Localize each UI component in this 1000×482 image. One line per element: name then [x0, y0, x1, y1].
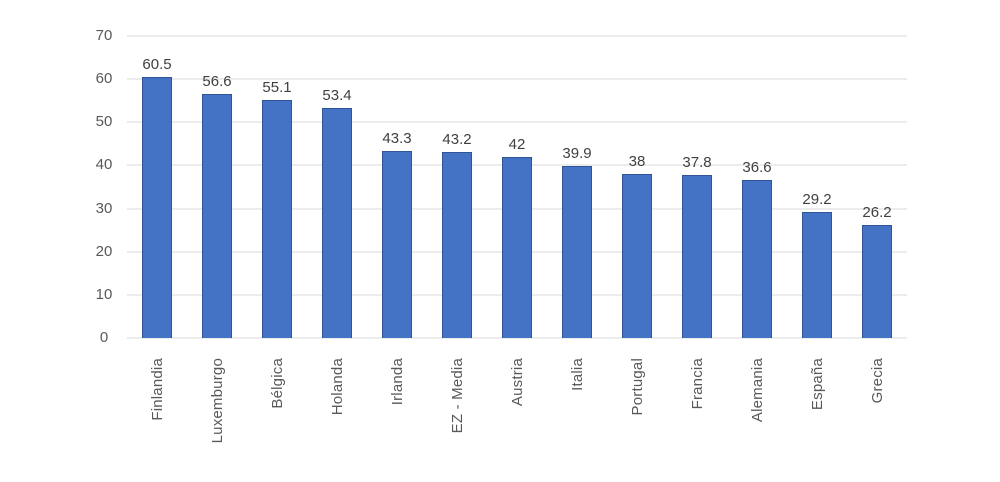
bar-column: 37.8 — [667, 36, 727, 338]
bar-value-label: 39.9 — [562, 144, 592, 162]
bar — [442, 151, 472, 338]
bar-column: 42 — [487, 36, 547, 338]
bar-column: 38 — [607, 36, 667, 338]
bar-column: 60.5 — [127, 36, 187, 338]
y-tick-label: 50 — [95, 113, 113, 131]
x-axis-cell: Alemania — [727, 358, 787, 422]
bar-column: 55.1 — [247, 36, 307, 338]
gridline — [127, 121, 907, 123]
x-axis-label: Alemania — [748, 358, 766, 423]
bar-value-label: 43.2 — [442, 130, 472, 148]
x-axis-label: España — [808, 358, 826, 411]
x-axis-cell: Irlanda — [367, 358, 427, 405]
bar-value-label: 56.6 — [202, 72, 232, 90]
x-axis-cell: Francia — [667, 358, 727, 409]
bar-value-label: 60.5 — [142, 56, 172, 73]
x-axis-cell: EZ - Media — [427, 358, 487, 433]
y-tick-label: 10 — [95, 285, 113, 303]
x-axis-cell: Grecia — [847, 358, 907, 403]
bar-column: 53.4 — [307, 36, 367, 338]
bar — [862, 224, 892, 338]
x-axis-label: Portugal — [628, 358, 646, 416]
y-tick-label: 0 — [99, 329, 109, 346]
x-axis-cell: Austria — [487, 358, 547, 406]
gridline — [127, 35, 907, 37]
bar-value-label: 29.2 — [802, 191, 832, 209]
bar-column: 26.2 — [847, 36, 907, 338]
bar-value-label: 42 — [508, 135, 526, 153]
x-axis-label: Bélgica — [268, 358, 286, 409]
x-axis-label: Irlanda — [388, 358, 406, 406]
bar — [502, 156, 532, 338]
bar-column: 43.3 — [367, 36, 427, 338]
bar — [682, 174, 712, 338]
bar-value-label: 43.3 — [382, 130, 412, 148]
y-tick-label: 20 — [95, 242, 113, 260]
x-axis-label: Holanda — [328, 358, 346, 416]
y-tick-label: 40 — [95, 156, 113, 174]
bar-value-label: 26.2 — [862, 203, 892, 221]
bars-row: 60.5 56.6 55.1 53.4 43.3 43.2 42 39.9 38 37.8 36.6… — [127, 36, 907, 338]
x-axis-cell: Finlandia — [127, 358, 187, 421]
bar-value-label: 38 — [628, 153, 646, 171]
bar-column: 36.6 — [727, 36, 787, 338]
bar-column: 43.2 — [427, 36, 487, 338]
bar — [622, 174, 652, 338]
x-axis-cell: Italia — [547, 358, 607, 391]
bar-value-label: 36.6 — [742, 159, 772, 177]
x-axis-label: Italia — [568, 358, 586, 391]
bar — [802, 212, 832, 338]
x-axis-label: Austria — [508, 358, 526, 407]
x-axis-label: Finlandia — [148, 358, 166, 421]
bar — [382, 151, 412, 338]
bar-value-label: 55.1 — [262, 79, 292, 97]
gridline — [127, 337, 907, 339]
gridline — [127, 78, 907, 80]
bar-column: 56.6 — [187, 36, 247, 338]
bar — [562, 165, 592, 338]
bar — [202, 93, 232, 338]
plot-area: 60.5 56.6 55.1 53.4 43.3 43.2 42 39.9 38 37.8 36.6… — [127, 35, 907, 339]
x-axis-label: EZ - Media — [448, 358, 466, 434]
y-tick-label: 70 — [95, 27, 113, 44]
x-axis-cell: Portugal — [607, 358, 667, 415]
x-axis-cell: Luxemburgo — [187, 358, 247, 443]
x-axis: Finlandia Luxemburgo Bélgica Holanda Irlanda… — [127, 358, 907, 443]
bar-column: 29.2 — [787, 36, 847, 338]
y-axis: 0 10 20 30 40 50 60 70 — [0, 27, 127, 346]
x-axis-label: Francia — [688, 358, 706, 410]
x-axis-label: Grecia — [868, 358, 886, 404]
x-axis-cell: España — [787, 358, 847, 410]
y-tick-label: 30 — [95, 199, 113, 217]
x-axis-label: Luxemburgo — [208, 358, 226, 444]
bar-value-label: 53.4 — [322, 86, 352, 104]
bar-value-label: 37.8 — [682, 153, 712, 171]
bar — [742, 180, 772, 338]
bar-column: 39.9 — [547, 36, 607, 338]
x-axis-cell: Holanda — [307, 358, 367, 415]
bar — [322, 107, 352, 338]
bar — [262, 100, 292, 338]
y-tick-label: 60 — [95, 70, 113, 88]
x-axis-cell: Bélgica — [247, 358, 307, 409]
bar — [142, 77, 172, 338]
